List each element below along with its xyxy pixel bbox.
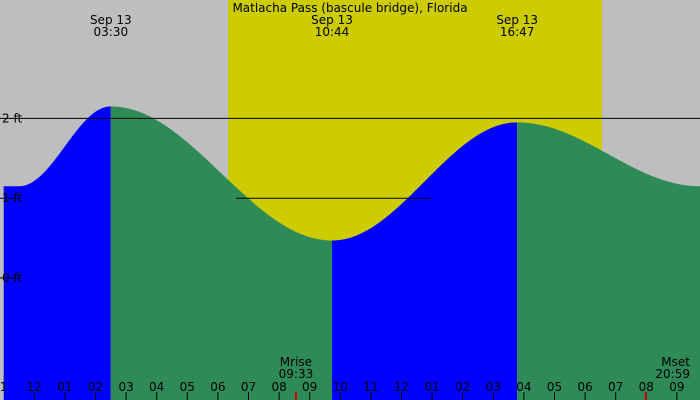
level-2-label: 2 ft xyxy=(2,111,22,125)
hour-label-20: 07 xyxy=(608,380,623,394)
extreme-time-1: 10:44 xyxy=(315,25,350,39)
hour-label-17: 04 xyxy=(516,380,531,394)
hour-label-15: 02 xyxy=(455,380,470,394)
moon-event-label-0: Mrise xyxy=(280,355,312,369)
hour-label-14: 01 xyxy=(424,380,439,394)
hour-label-7: 06 xyxy=(210,380,225,394)
moon-event-time-1: 20:59 xyxy=(655,367,690,381)
reference-line-layer xyxy=(0,117,700,279)
extreme-date-0: Sep 13 xyxy=(90,13,132,27)
extreme-date-1: Sep 13 xyxy=(311,13,353,27)
moon-event-time-0: 09:33 xyxy=(279,367,314,381)
extreme-time-0: 03:30 xyxy=(94,25,129,39)
hour-label-8: 07 xyxy=(241,380,256,394)
rising-tide-area-0 xyxy=(3,106,111,400)
hour-label-11: 10 xyxy=(333,380,348,394)
hour-label-3: 02 xyxy=(88,380,103,394)
hour-label-2: 01 xyxy=(57,380,72,394)
hour-label-19: 06 xyxy=(577,380,592,394)
hour-label-12: 11 xyxy=(363,380,378,394)
hour-label-22: 09 xyxy=(669,380,684,394)
extreme-date-2: Sep 13 xyxy=(496,13,538,27)
extreme-time-2: 16:47 xyxy=(500,25,535,39)
hour-label-21: 08 xyxy=(639,380,654,394)
rising-tide-area-2 xyxy=(332,122,518,400)
level-1-label: 1 ft xyxy=(2,191,22,205)
hour-label-5: 04 xyxy=(149,380,164,394)
moon-event-label-1: Mset xyxy=(661,355,690,369)
hour-label-4: 03 xyxy=(118,380,133,394)
hour-label-16: 03 xyxy=(486,380,501,394)
falling-tide-area-3 xyxy=(517,122,700,400)
hour-label-6: 05 xyxy=(180,380,195,394)
hour-label-1: 12 xyxy=(27,380,42,394)
level-0-label: 0 ft xyxy=(2,271,22,285)
hour-label-13: 12 xyxy=(394,380,409,394)
hour-label-10: 09 xyxy=(302,380,317,394)
chart-title: Matlacha Pass (bascule bridge), Florida xyxy=(232,1,467,15)
hour-label-9: 08 xyxy=(271,380,286,394)
falling-tide-area-1 xyxy=(110,106,333,400)
hour-label-18: 05 xyxy=(547,380,562,394)
tide-area-layer xyxy=(3,106,700,400)
label-layer: Matlacha Pass (bascule bridge), Florida … xyxy=(0,1,690,394)
axis-layer xyxy=(33,392,678,400)
hour-label-0: 1 xyxy=(0,380,8,394)
